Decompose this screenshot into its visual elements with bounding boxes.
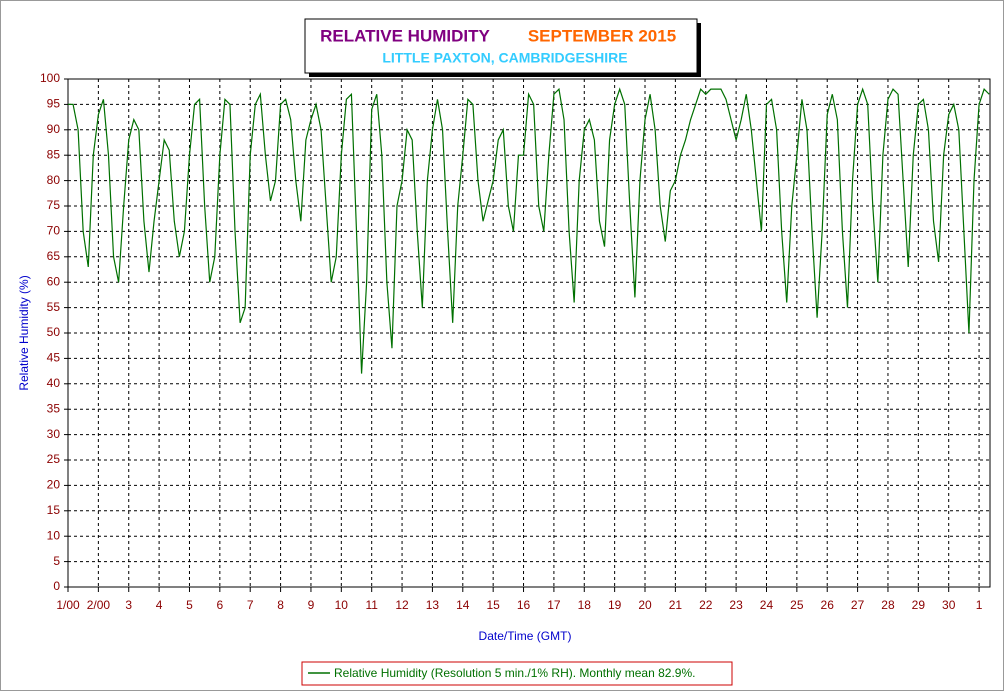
legend-box xyxy=(301,661,733,686)
x-tick-label: 29 xyxy=(912,598,926,612)
x-tick-label: 10 xyxy=(335,598,349,612)
x-tick-label: 27 xyxy=(851,598,865,612)
y-tick-label: 100 xyxy=(40,71,60,85)
x-tick-label: 18 xyxy=(578,598,592,612)
x-tick-label: 28 xyxy=(881,598,895,612)
x-tick-label: 15 xyxy=(486,598,500,612)
x-tick-label: 22 xyxy=(699,598,713,612)
x-tick-label: 1 xyxy=(976,598,983,612)
x-tick-label: 13 xyxy=(426,598,440,612)
y-tick-label: 80 xyxy=(47,173,61,187)
y-tick-label: 90 xyxy=(47,122,61,136)
x-tick-label: 1/00 xyxy=(56,598,80,612)
chart-subtitle: LITTLE PAXTON, CAMBRIDGESHIRE xyxy=(382,50,627,66)
x-tick-label: 21 xyxy=(669,598,683,612)
x-tick-label: 30 xyxy=(942,598,956,612)
y-tick-label: 55 xyxy=(47,300,61,314)
x-tick-label: 23 xyxy=(729,598,743,612)
x-tick-label: 19 xyxy=(608,598,622,612)
y-tick-label: 95 xyxy=(47,97,61,111)
y-tick-label: 50 xyxy=(47,325,61,339)
x-tick-label: 9 xyxy=(308,598,315,612)
plot-border xyxy=(67,78,991,588)
chart-title: RELATIVE HUMIDITY xyxy=(320,26,490,45)
y-tick-label: 60 xyxy=(47,274,61,288)
x-tick-label: 6 xyxy=(217,598,224,612)
x-tick-label: 8 xyxy=(277,598,284,612)
legend-label: Relative Humidity (Resolution 5 min./1% … xyxy=(334,666,695,680)
y-tick-label: 0 xyxy=(53,579,60,593)
x-tick-label: 2/00 xyxy=(87,598,111,612)
x-tick-label: 25 xyxy=(790,598,804,612)
y-tick-label: 85 xyxy=(47,147,61,161)
y-tick-label: 70 xyxy=(47,224,61,238)
x-tick-label: 16 xyxy=(517,598,531,612)
y-tick-label: 15 xyxy=(47,503,61,517)
title-box xyxy=(304,18,698,74)
y-tick-label: 75 xyxy=(47,198,61,212)
x-tick-label: 20 xyxy=(638,598,652,612)
x-tick-label: 5 xyxy=(186,598,193,612)
x-axis-label: Date/Time (GMT) xyxy=(479,629,572,643)
chart-period: SEPTEMBER 2015 xyxy=(528,26,676,45)
x-tick-label: 14 xyxy=(456,598,470,612)
y-tick-label: 35 xyxy=(47,401,61,415)
series-line xyxy=(68,87,990,374)
y-tick-label: 20 xyxy=(47,478,61,492)
x-tick-label: 26 xyxy=(821,598,835,612)
x-tick-label: 17 xyxy=(547,598,561,612)
x-tick-label: 3 xyxy=(125,598,132,612)
y-tick-label: 10 xyxy=(47,528,61,542)
x-tick-label: 7 xyxy=(247,598,254,612)
y-tick-label: 5 xyxy=(53,554,60,568)
x-tick-label: 4 xyxy=(156,598,163,612)
y-tick-label: 40 xyxy=(47,376,61,390)
y-tick-label: 25 xyxy=(47,452,61,466)
x-tick-label: 11 xyxy=(365,598,378,612)
y-tick-label: 45 xyxy=(47,351,61,365)
y-tick-label: 65 xyxy=(47,249,61,263)
x-tick-label: 12 xyxy=(395,598,409,612)
y-tick-label: 30 xyxy=(47,427,61,441)
x-tick-label: 24 xyxy=(760,598,774,612)
y-axis-label: Relative Humidity (%) xyxy=(17,275,31,390)
